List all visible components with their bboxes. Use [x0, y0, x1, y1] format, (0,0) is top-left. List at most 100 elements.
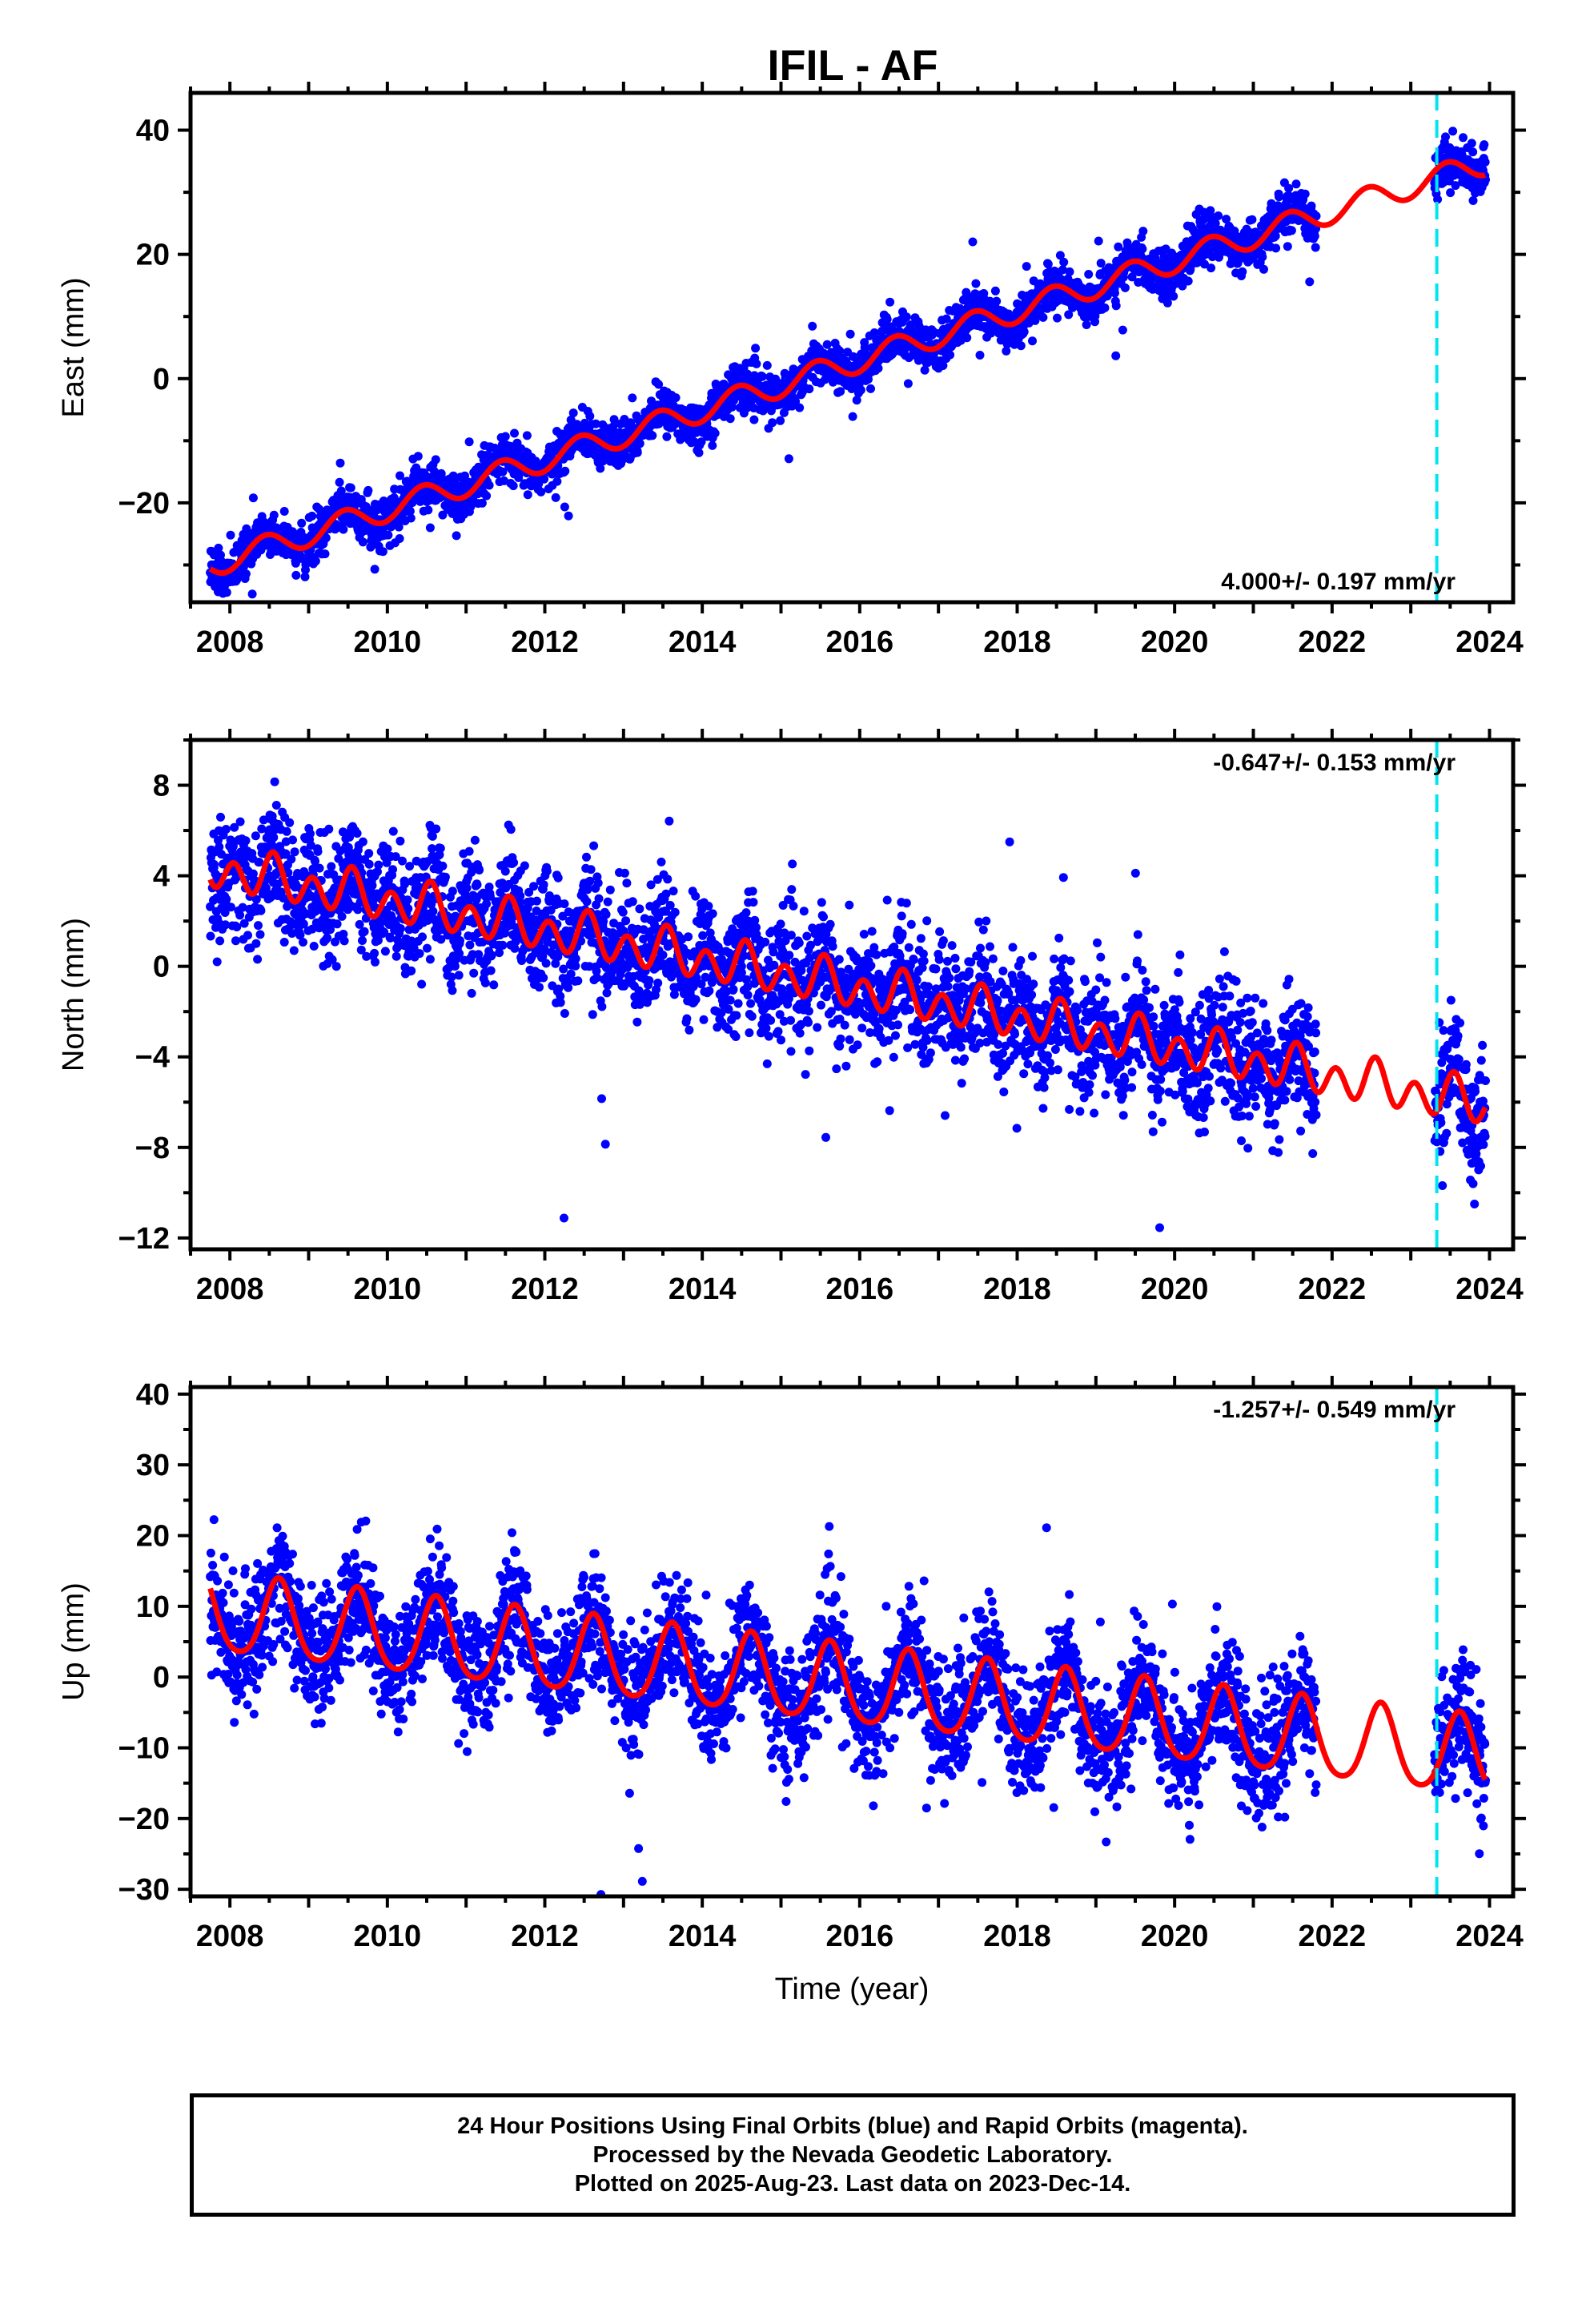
data-point — [552, 476, 562, 486]
data-point — [1120, 283, 1130, 292]
data-point — [749, 415, 759, 424]
data-point — [395, 534, 404, 543]
data-point — [725, 995, 735, 1005]
data-point — [593, 879, 603, 888]
data-point — [255, 858, 264, 867]
data-point — [358, 936, 367, 945]
data-point — [336, 486, 346, 496]
data-point — [288, 835, 297, 845]
data-point — [396, 924, 405, 933]
data-point — [848, 412, 857, 421]
data-point — [470, 835, 480, 845]
data-point — [230, 822, 239, 832]
data-point — [992, 296, 1002, 306]
data-point — [339, 930, 348, 939]
data-point — [1307, 201, 1316, 211]
data-point — [805, 384, 814, 394]
data-point — [270, 777, 279, 786]
data-point — [566, 927, 576, 935]
data-point — [355, 919, 364, 929]
data-point — [516, 891, 525, 901]
data-point — [279, 938, 289, 947]
data-point — [1445, 144, 1455, 154]
plot-area — [206, 93, 1490, 602]
data-point — [1019, 327, 1029, 336]
data-point — [601, 910, 611, 919]
data-point — [239, 919, 249, 928]
data-point — [1138, 244, 1147, 254]
data-point — [506, 825, 516, 834]
data-point — [520, 861, 529, 870]
data-point — [489, 980, 499, 990]
data-point — [371, 957, 379, 967]
data-point — [1094, 236, 1103, 246]
data-point — [309, 942, 319, 951]
data-point — [1467, 139, 1476, 148]
data-point — [467, 988, 476, 998]
data-point — [383, 530, 393, 540]
data-point — [247, 589, 257, 599]
data-point — [869, 328, 879, 337]
data-point — [403, 895, 412, 905]
data-point — [591, 419, 600, 428]
data-point — [400, 879, 409, 889]
data-point — [500, 866, 510, 876]
data-point — [583, 885, 592, 895]
data-point — [220, 908, 230, 917]
data-point — [597, 1094, 606, 1104]
data-point — [1096, 259, 1106, 268]
data-point — [946, 350, 955, 360]
data-point — [560, 466, 570, 476]
data-point — [486, 966, 496, 975]
data-point — [345, 832, 355, 842]
data-point — [264, 523, 274, 533]
data-point — [864, 375, 873, 384]
data-point — [418, 932, 427, 942]
data-point — [339, 525, 348, 534]
data-point — [576, 936, 586, 946]
data-point — [251, 939, 261, 948]
data-point — [327, 955, 337, 964]
x-tick-label: 2016 — [826, 625, 894, 659]
data-point — [669, 887, 678, 896]
final-orbit-points — [206, 127, 1490, 599]
data-point — [235, 911, 245, 920]
data-point — [256, 906, 266, 915]
data-point — [323, 933, 332, 943]
data-point — [612, 930, 621, 939]
data-point — [517, 956, 527, 965]
data-point — [1275, 192, 1283, 202]
data-point — [398, 856, 407, 866]
data-point — [320, 549, 330, 559]
data-point — [336, 902, 346, 911]
data-point — [259, 815, 268, 825]
data-point — [654, 380, 664, 389]
y-axis-label: East (mm) — [57, 277, 90, 417]
data-point — [1287, 226, 1296, 235]
data-point — [665, 901, 675, 910]
data-point — [656, 857, 666, 866]
data-point — [427, 899, 436, 909]
data-point — [795, 403, 805, 412]
data-point — [363, 485, 373, 495]
data-point — [560, 1009, 569, 1018]
data-point — [1305, 277, 1315, 287]
data-point — [1016, 341, 1026, 351]
panel-north: 2008 2010 2012 2014 2016 2018 2020 2022 2024−12−… — [57, 729, 1526, 1306]
data-point — [752, 359, 761, 368]
data-point — [428, 844, 437, 854]
data-point — [465, 940, 475, 950]
data-point — [1211, 219, 1220, 228]
data-point — [487, 951, 496, 960]
data-point — [539, 973, 548, 983]
data-point — [592, 967, 601, 976]
data-point — [362, 951, 371, 961]
data-point — [1433, 195, 1443, 204]
data-point — [452, 531, 461, 541]
data-point — [571, 961, 580, 971]
data-point — [699, 1015, 709, 1024]
data-point — [379, 927, 389, 937]
data-point — [430, 468, 440, 478]
data-point — [697, 979, 706, 989]
